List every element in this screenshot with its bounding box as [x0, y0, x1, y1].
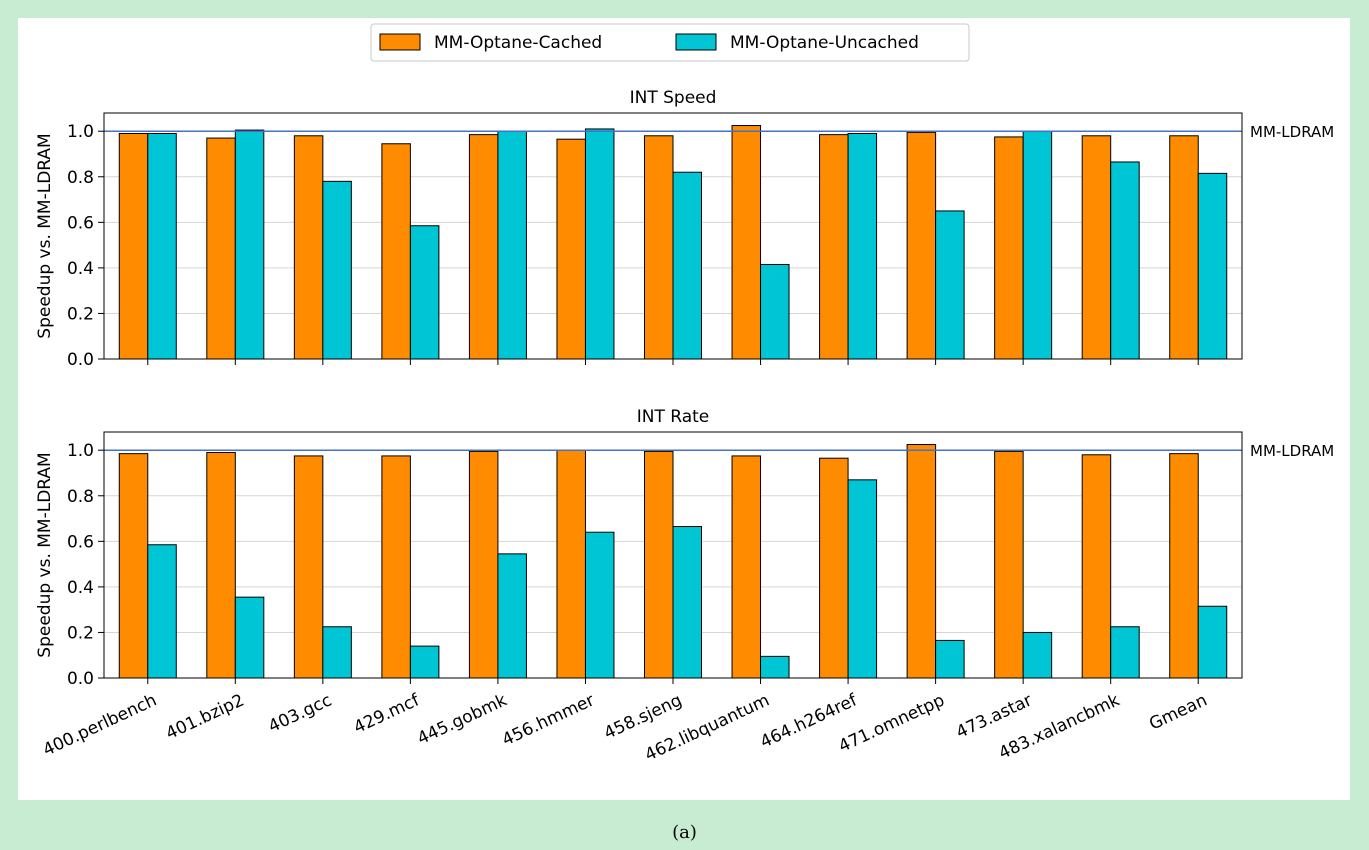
axes-frame	[103, 112, 1243, 360]
bar-uncached	[672, 526, 702, 679]
bar-cached	[381, 143, 411, 360]
y-tick-label: 0.2	[67, 304, 94, 324]
bar-uncached	[1110, 161, 1140, 360]
legend-label: MM-Optane-Cached	[434, 33, 602, 53]
y-tick-label: 0.8	[67, 168, 94, 188]
y-tick-label: 0.6	[67, 532, 94, 552]
bar-uncached	[760, 263, 790, 360]
y-tick-label: 0.0	[67, 350, 94, 370]
bar-cached	[206, 452, 236, 679]
bar-uncached	[497, 130, 527, 360]
bar-cached	[381, 455, 411, 679]
chart-title: INT Rate	[637, 407, 710, 427]
bar-uncached	[322, 626, 352, 679]
y-tick-label: 0.6	[67, 213, 94, 233]
figure-caption: (a)	[672, 822, 697, 843]
y-tick-label: 0.2	[67, 623, 94, 643]
x-tick-label: 403.gcc	[265, 690, 334, 737]
bar-uncached	[147, 133, 177, 360]
bar-uncached	[1110, 626, 1140, 679]
bar-cached	[293, 455, 324, 679]
bar-cached	[819, 457, 849, 679]
bar-uncached	[760, 655, 790, 679]
bar-cached	[293, 135, 324, 360]
bar-cached	[644, 135, 674, 360]
bar-uncached	[672, 171, 702, 360]
x-tick-label: 400.perlbench	[40, 690, 160, 760]
chart-int-rate: 0.0 0.2 0.4 0.6 0.8 1.0 400.perlbench 401.bzip2…	[35, 407, 1334, 766]
bar-cached	[118, 133, 149, 360]
chart: MM-Optane-Cached MM-Optane-Uncached 0.00.…	[35, 23, 1334, 766]
y-tick-label: 1.0	[67, 441, 94, 461]
bar-cached	[994, 136, 1024, 360]
bar-cached	[906, 131, 937, 360]
bar-uncached	[847, 133, 878, 360]
bar-cached	[556, 449, 586, 679]
legend-swatch	[675, 33, 717, 51]
y-axis-label: Speedup vs. MM-LDRAM	[35, 452, 55, 657]
bar-cached	[1169, 135, 1199, 360]
bar-uncached	[1022, 631, 1053, 679]
bar-uncached	[1197, 172, 1228, 360]
legend-swatch	[379, 33, 421, 51]
legend: MM-Optane-Cached MM-Optane-Uncached	[370, 23, 970, 62]
bar-uncached	[1197, 605, 1228, 679]
x-tick-label: Gmean	[1146, 690, 1210, 734]
bar-uncached	[584, 128, 615, 360]
x-tick-label: 401.bzip2	[163, 690, 247, 744]
reference-line-label: MM-LDRAM	[1250, 123, 1334, 141]
legend-label: MM-Optane-Uncached	[730, 33, 919, 53]
legend-box	[370, 23, 970, 62]
bar-cached	[468, 450, 499, 679]
bar-cached	[1081, 135, 1112, 360]
axes-frame	[103, 431, 1243, 679]
figure-panel: MM-Optane-Cached MM-Optane-Uncached 0.0 0.…	[18, 18, 1350, 800]
bar-uncached	[1022, 130, 1053, 360]
bar-uncached	[234, 129, 265, 360]
bar-cached	[468, 134, 499, 360]
y-axis-label: Speedup vs. MM-LDRAM	[35, 133, 55, 338]
bar-uncached	[935, 210, 965, 360]
bar-cached	[206, 137, 236, 360]
bar-uncached	[147, 544, 177, 679]
chart-title: INT Speed	[630, 88, 717, 108]
bar-uncached	[409, 225, 440, 360]
y-tick-label: 0.4	[67, 578, 94, 598]
x-tick-label: 445.gobmk	[414, 690, 510, 749]
x-tick-label: 456.hmmer	[499, 690, 597, 750]
bar-cached	[906, 444, 937, 679]
y-tick-label: 1.0	[67, 122, 94, 142]
y-tick-label: 0.4	[67, 259, 94, 279]
bar-cached	[556, 138, 586, 360]
bar-uncached	[497, 553, 527, 679]
bar-cached	[819, 134, 849, 360]
y-tick-label: 0.8	[67, 487, 94, 507]
bar-uncached	[322, 180, 352, 360]
x-tick-label: 429.mcf	[351, 690, 424, 738]
bar-cached	[1169, 453, 1199, 679]
bar-cached	[1081, 454, 1112, 679]
bar-uncached	[935, 639, 965, 679]
bar-uncached	[234, 596, 265, 679]
bar-cached	[731, 455, 762, 679]
bar-cached	[118, 453, 149, 679]
chart-int-speed: 0.0 0.2 0.4 0.6 0.8 1.0 MM-LDRAM INT Speed Speed…	[35, 88, 1334, 370]
y-tick-label: 0.0	[67, 669, 94, 689]
bar-uncached	[584, 531, 615, 679]
bar-uncached	[847, 479, 878, 679]
bar-cached	[644, 450, 674, 679]
bar-cached	[994, 450, 1024, 679]
bar-uncached	[409, 645, 440, 679]
bar-cached	[731, 125, 762, 360]
reference-line-label: MM-LDRAM	[1250, 442, 1334, 460]
